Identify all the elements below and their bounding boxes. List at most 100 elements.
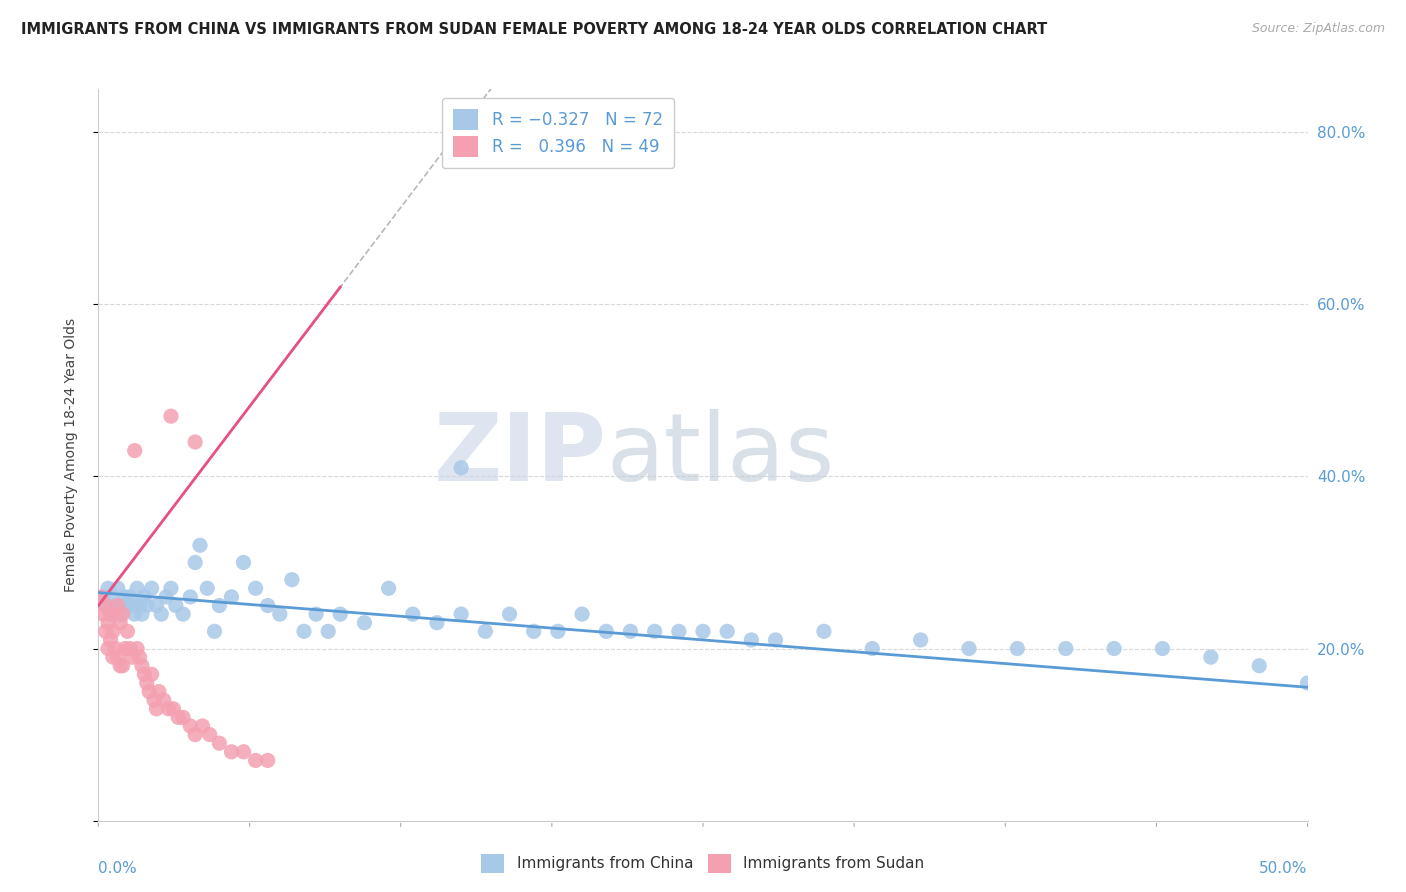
Point: [1152, 641, 1174, 656]
Point: [208, 736, 231, 750]
Point: [97, 582, 120, 596]
Point: [692, 624, 714, 639]
Point: [256, 599, 278, 613]
Point: [232, 745, 254, 759]
Point: [957, 641, 980, 656]
Point: [114, 641, 136, 656]
Point: [619, 624, 641, 639]
Point: [813, 624, 835, 639]
Point: [91, 607, 114, 621]
Point: [100, 632, 122, 647]
Point: [910, 632, 932, 647]
Point: [97, 615, 120, 630]
Point: [97, 641, 120, 656]
Point: [595, 624, 617, 639]
Point: [198, 728, 221, 742]
Point: [188, 538, 211, 552]
Point: [474, 624, 496, 639]
Point: [184, 556, 207, 570]
Point: [152, 693, 174, 707]
Point: [124, 607, 146, 621]
Point: [1199, 650, 1222, 665]
Text: ZIP: ZIP: [433, 409, 606, 501]
Point: [204, 624, 226, 639]
Point: [160, 582, 183, 596]
Point: [184, 728, 207, 742]
Point: [148, 684, 170, 698]
Point: [281, 573, 304, 587]
Point: [108, 658, 131, 673]
Point: [128, 650, 150, 665]
Point: [111, 607, 134, 621]
Point: [111, 658, 134, 673]
Point: [121, 650, 143, 665]
Point: [108, 615, 131, 630]
Point: [114, 590, 136, 604]
Point: [135, 676, 157, 690]
Point: [179, 590, 201, 604]
Point: [245, 582, 267, 596]
Point: [426, 615, 449, 630]
Point: [160, 409, 183, 424]
Point: [157, 702, 180, 716]
Point: [90, 590, 112, 604]
Point: [141, 667, 163, 681]
Point: [134, 590, 156, 604]
Point: [124, 443, 146, 458]
Point: [765, 632, 787, 647]
Point: [860, 641, 883, 656]
Point: [165, 599, 187, 613]
Point: [377, 582, 399, 596]
Point: [127, 641, 149, 656]
Point: [329, 607, 352, 621]
Point: [167, 710, 190, 724]
Point: [141, 582, 163, 596]
Point: [256, 753, 278, 767]
Point: [101, 650, 124, 665]
Point: [138, 684, 160, 698]
Point: [191, 719, 214, 733]
Point: [94, 599, 117, 613]
Point: [127, 582, 149, 596]
Point: [221, 590, 243, 604]
Point: [1054, 641, 1077, 656]
Point: [104, 607, 127, 621]
Point: [131, 658, 153, 673]
Point: [107, 582, 129, 596]
Point: [143, 693, 166, 707]
Point: [134, 667, 156, 681]
Point: [571, 607, 593, 621]
Y-axis label: Female Poverty Among 18-24 Year Olds: Female Poverty Among 18-24 Year Olds: [63, 318, 77, 592]
Point: [150, 607, 173, 621]
Point: [269, 607, 291, 621]
Point: [179, 719, 201, 733]
Point: [172, 710, 194, 724]
Point: [221, 745, 243, 759]
Point: [245, 753, 267, 767]
Point: [450, 460, 472, 475]
Point: [523, 624, 546, 639]
Point: [402, 607, 425, 621]
Point: [117, 599, 139, 613]
Point: [232, 556, 254, 570]
Point: [184, 435, 207, 450]
Point: [101, 624, 124, 639]
Point: [195, 582, 218, 596]
Text: 0.0%: 0.0%: [98, 861, 138, 876]
Point: [118, 590, 141, 604]
Point: [353, 615, 375, 630]
Point: [135, 599, 157, 613]
Point: [162, 702, 184, 716]
Point: [104, 599, 127, 613]
Point: [94, 599, 117, 613]
Point: [547, 624, 569, 639]
Point: [101, 590, 124, 604]
Point: [107, 599, 129, 613]
Point: [1102, 641, 1125, 656]
Point: [498, 607, 520, 621]
Point: [107, 650, 129, 665]
Legend: Immigrants from China, Immigrants from Sudan: Immigrants from China, Immigrants from S…: [475, 848, 931, 879]
Point: [208, 599, 231, 613]
Point: [305, 607, 328, 621]
Point: [145, 702, 167, 716]
